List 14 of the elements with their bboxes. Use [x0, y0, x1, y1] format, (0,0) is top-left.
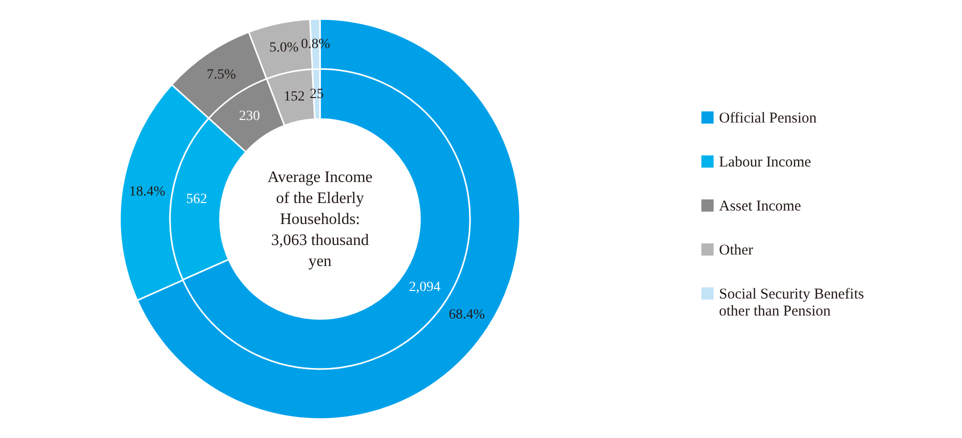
legend-label: Other — [719, 242, 754, 258]
data-label: 230 — [239, 108, 260, 124]
legend-label: Asset Income — [719, 198, 802, 214]
data-label: 18.4% — [129, 184, 166, 200]
data-label: 7.5% — [206, 68, 236, 83]
data-label: 2,094 — [409, 280, 441, 296]
data-label: 68.4% — [448, 307, 486, 322]
legend-label: Official Pension — [719, 110, 818, 126]
data-label: 5.0% — [269, 40, 299, 56]
data-label: 562 — [186, 192, 208, 208]
data-label: 152 — [284, 90, 305, 105]
text: Average Income of the Elderly Households: 3,063 thousand yen — [268, 169, 372, 270]
legend-label: Labour Income — [719, 154, 812, 170]
legend-label: Social Security Benefits other than Pension — [719, 286, 864, 320]
